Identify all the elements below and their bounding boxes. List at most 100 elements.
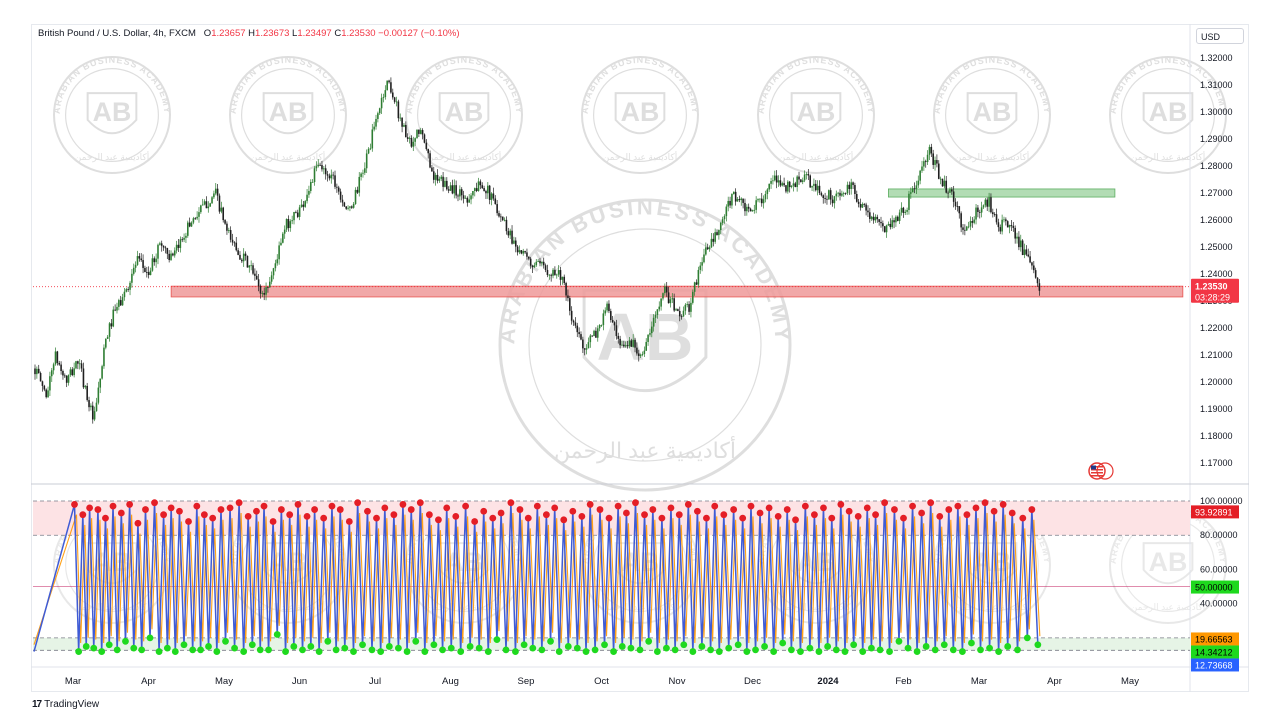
candle-down xyxy=(524,250,526,253)
candle-down xyxy=(634,339,636,348)
candle-up xyxy=(283,229,286,234)
candle-down xyxy=(429,153,431,168)
candle-down xyxy=(410,138,413,147)
oversold-dot xyxy=(82,643,90,650)
oversold-dot xyxy=(618,643,626,650)
candle-down xyxy=(613,322,616,326)
candle-up xyxy=(274,263,277,269)
candle-down xyxy=(1038,283,1041,291)
candle-up xyxy=(982,205,985,208)
candle-up xyxy=(503,219,506,221)
oversold-dot xyxy=(913,648,921,655)
currency-selector[interactable]: USD xyxy=(1196,28,1244,44)
oversold-dot xyxy=(138,646,146,654)
candle-down xyxy=(529,258,532,266)
tradingview-logo[interactable]: 17 TradingView xyxy=(32,699,99,710)
oversold-dot xyxy=(1014,646,1021,654)
seal-monogram: AB xyxy=(797,97,836,127)
candle-up xyxy=(131,273,133,283)
us-flag-icon[interactable] xyxy=(1088,462,1114,480)
candle-down xyxy=(1025,249,1028,255)
candle-up xyxy=(654,314,657,318)
oversold-dot xyxy=(359,641,366,649)
candle-up xyxy=(298,207,301,217)
low-label: L xyxy=(292,28,298,39)
candle-up xyxy=(52,364,55,371)
candle-up xyxy=(47,390,49,398)
oversold-dot xyxy=(273,631,281,638)
resistance-zone xyxy=(888,188,1116,198)
candle-up xyxy=(919,170,921,181)
oversold-dot xyxy=(502,646,510,654)
candle-down xyxy=(507,231,510,236)
candle-up xyxy=(714,232,716,242)
candle-up xyxy=(276,259,279,264)
overbought-dot xyxy=(560,516,568,524)
candle-down xyxy=(60,364,62,372)
candle-down xyxy=(872,216,875,221)
candle-up xyxy=(116,306,118,311)
seal-arabic-text: أكاديمية عبد الرحمن xyxy=(955,601,1029,612)
candle-up xyxy=(697,269,700,285)
overbought-dot xyxy=(542,511,550,519)
candle-up xyxy=(904,211,907,213)
candle-down xyxy=(142,260,144,268)
seal-outer-ring xyxy=(1109,56,1227,174)
candle-up xyxy=(787,181,789,192)
oversold-dot xyxy=(315,648,323,655)
x-tick-label: Nov xyxy=(669,676,686,687)
overbought-dot xyxy=(244,513,252,520)
oversold-dot xyxy=(904,644,912,652)
x-tick-label: 2024 xyxy=(817,676,839,687)
overbought-dot xyxy=(891,506,898,513)
candle-down xyxy=(496,204,498,214)
candlestick-series xyxy=(34,77,1041,424)
candle-up xyxy=(183,237,185,240)
overbought-dot xyxy=(828,514,836,522)
candle-up xyxy=(440,176,443,179)
overbought-dot xyxy=(693,507,701,515)
candle-up xyxy=(686,304,689,305)
shield-icon xyxy=(262,92,314,135)
y-tick-label: 1.21000 xyxy=(1200,350,1233,360)
candle-down xyxy=(913,188,916,190)
candle-up xyxy=(265,287,267,295)
candle-up xyxy=(965,226,968,231)
candle-down xyxy=(1031,262,1033,266)
oversold-dot xyxy=(98,648,106,655)
x-tick-label: Mar xyxy=(971,676,987,687)
candle-down xyxy=(785,185,787,192)
overbought-dot xyxy=(294,501,302,508)
oversold-dot xyxy=(475,644,483,652)
overbought-dot xyxy=(711,502,719,510)
candle-up xyxy=(1023,249,1026,256)
y-tick-label: 1.30000 xyxy=(1200,107,1233,117)
candle-down xyxy=(958,206,961,214)
candle-up xyxy=(99,378,102,388)
candle-up xyxy=(306,194,308,202)
candle-up xyxy=(732,191,735,194)
candle-up xyxy=(658,306,661,310)
y-tick-label: 1.32000 xyxy=(1200,53,1233,63)
candle-up xyxy=(772,180,774,182)
seal-monogram: AB xyxy=(973,97,1012,127)
oversold-dot xyxy=(895,637,903,645)
overbought-dot xyxy=(226,504,234,512)
oversold-dot xyxy=(671,646,679,654)
oversold-dot xyxy=(385,643,393,650)
candle-down xyxy=(226,223,228,231)
seal-arabic-text: أكاديمية عبد الرحمن xyxy=(251,601,325,612)
candle-up xyxy=(490,193,493,200)
candle-down xyxy=(749,208,752,212)
candle-down xyxy=(883,226,886,233)
candle-down xyxy=(1034,270,1037,278)
candle-up xyxy=(280,242,282,246)
candle-down xyxy=(244,253,247,256)
oversold-dot xyxy=(886,648,893,655)
candle-up xyxy=(360,173,362,177)
candle-up xyxy=(311,182,314,183)
candle-down xyxy=(559,270,562,280)
candle-up xyxy=(651,326,653,334)
